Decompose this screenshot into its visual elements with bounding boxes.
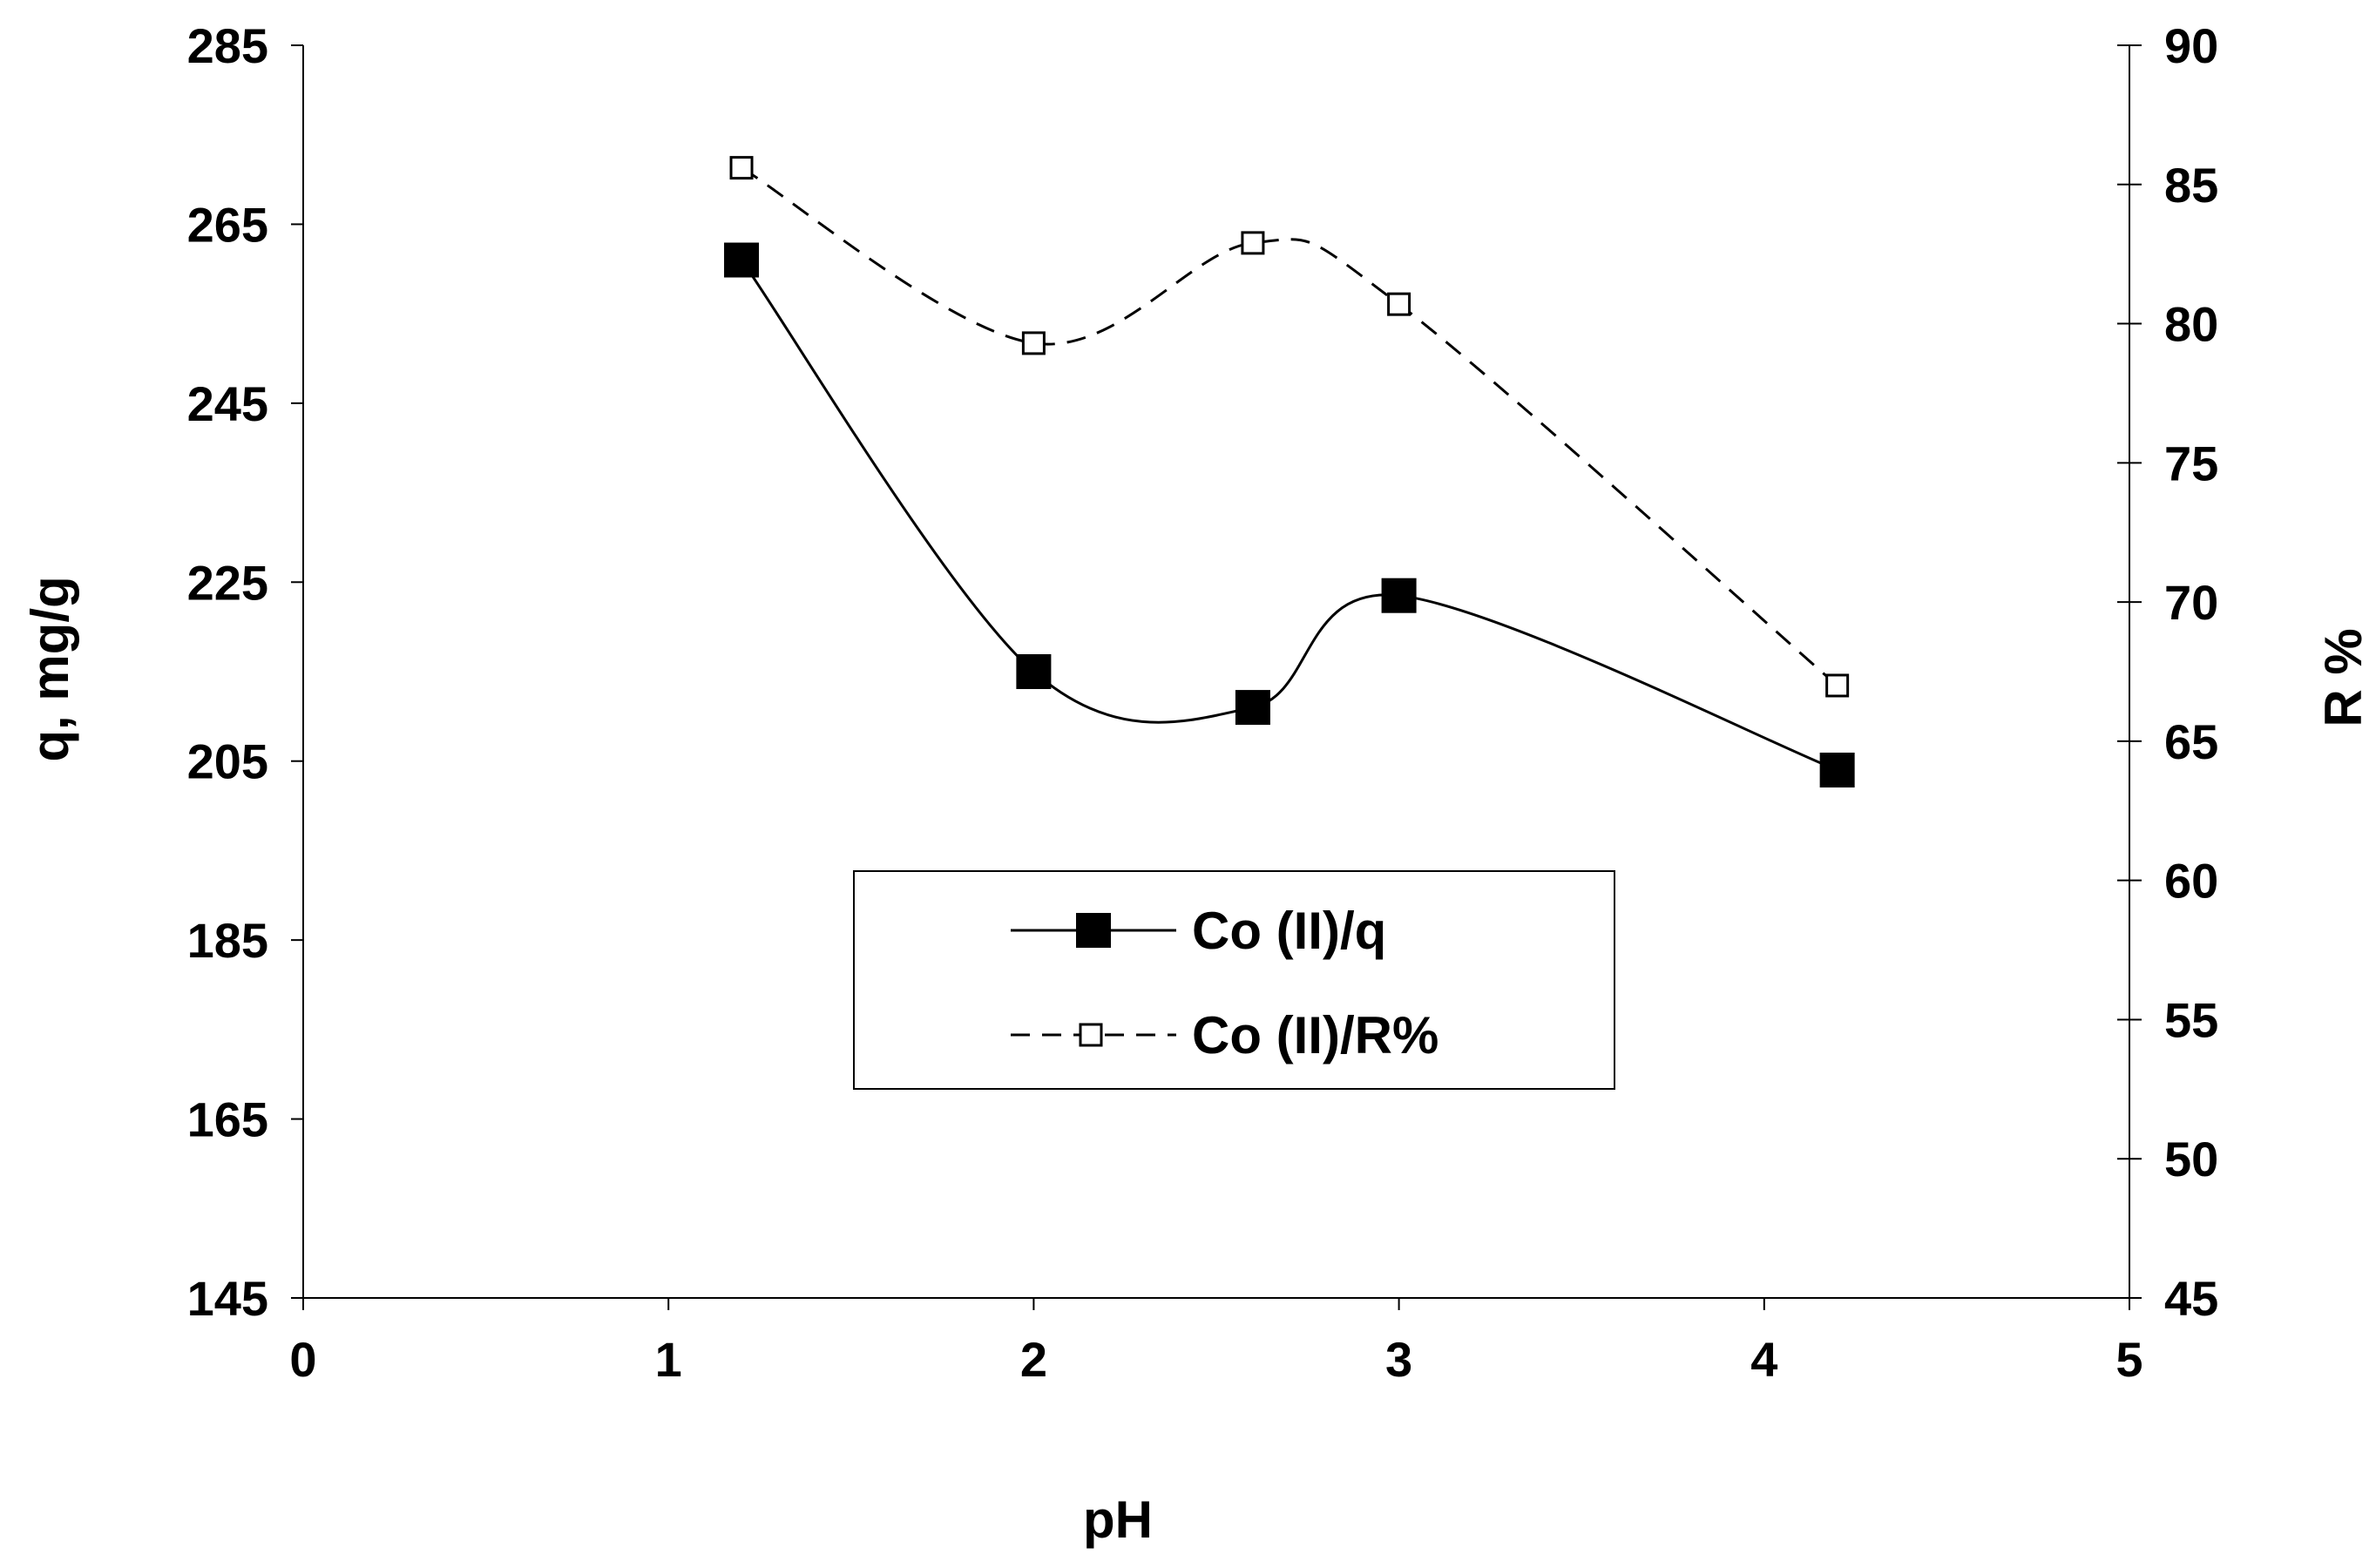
y-tick-label: 265 xyxy=(187,197,268,252)
legend-label-r: Co (II)/R% xyxy=(1192,1006,1438,1064)
x-axis-title: pH xyxy=(1083,1490,1153,1549)
x-tick-label: 0 xyxy=(289,1332,316,1387)
y2-tick-label: 45 xyxy=(2164,1271,2218,1326)
y2-tick-label: 90 xyxy=(2164,18,2218,73)
y2-tick-label: 50 xyxy=(2164,1132,2218,1186)
data-point xyxy=(1819,752,1855,787)
series-line xyxy=(741,166,1838,687)
legend-box xyxy=(853,870,1615,1090)
legend-marker-r xyxy=(1079,1023,1103,1047)
series-q xyxy=(724,242,1855,787)
legend-entry-q: Co (II)/q xyxy=(1011,902,1386,960)
x-tick-label: 3 xyxy=(1385,1332,1412,1387)
x-tick-label: 4 xyxy=(1750,1332,1777,1387)
y2-axis-title: R % xyxy=(2314,628,2373,727)
y-tick-label: 285 xyxy=(187,18,268,73)
series-r xyxy=(729,156,1850,698)
y-tick-label: 145 xyxy=(187,1271,268,1326)
data-point xyxy=(729,156,754,180)
y2-tick-label: 65 xyxy=(2164,714,2218,769)
y-axis-title: q, mg/g xyxy=(21,576,79,761)
series-layer xyxy=(724,156,1855,787)
y-tick-label: 245 xyxy=(187,376,268,431)
legend-label-q: Co (II)/q xyxy=(1192,902,1386,960)
legend: Co (II)/q Co (II)/R% xyxy=(853,870,1615,1090)
y2-tick-label: 55 xyxy=(2164,992,2218,1047)
legend-marker-q xyxy=(1076,913,1111,948)
y-tick-label: 205 xyxy=(187,734,268,789)
x-tick-label: 2 xyxy=(1020,1332,1047,1387)
data-point xyxy=(1825,673,1850,698)
y2-tick-label: 85 xyxy=(2164,158,2218,213)
data-point xyxy=(1387,292,1411,316)
data-point xyxy=(1021,331,1046,355)
data-point xyxy=(1381,578,1417,613)
y2-tick-label: 80 xyxy=(2164,297,2218,352)
y-tick-label: 165 xyxy=(187,1092,268,1147)
data-point xyxy=(724,242,760,278)
y2-tick-label: 75 xyxy=(2164,436,2218,490)
axes xyxy=(302,45,2130,1299)
legend-entry-r: Co (II)/R% xyxy=(1011,1006,1438,1064)
data-point xyxy=(1241,231,1265,255)
y-tick-label: 225 xyxy=(187,555,268,610)
y2-ticks: 45 50 55 60 65 70 75 80 85 90 xyxy=(2117,18,2218,1326)
y-ticks: 145 165 185 205 225 245 265 285 xyxy=(187,18,303,1326)
x-ticks: 0 1 2 3 4 5 xyxy=(289,1298,2143,1387)
y-tick-label: 185 xyxy=(187,913,268,968)
y2-tick-label: 70 xyxy=(2164,575,2218,630)
y2-tick-label: 60 xyxy=(2164,854,2218,909)
x-tick-label: 1 xyxy=(655,1332,682,1387)
x-tick-label: 5 xyxy=(2115,1332,2142,1387)
data-point xyxy=(1016,654,1052,689)
data-point xyxy=(1235,690,1270,726)
